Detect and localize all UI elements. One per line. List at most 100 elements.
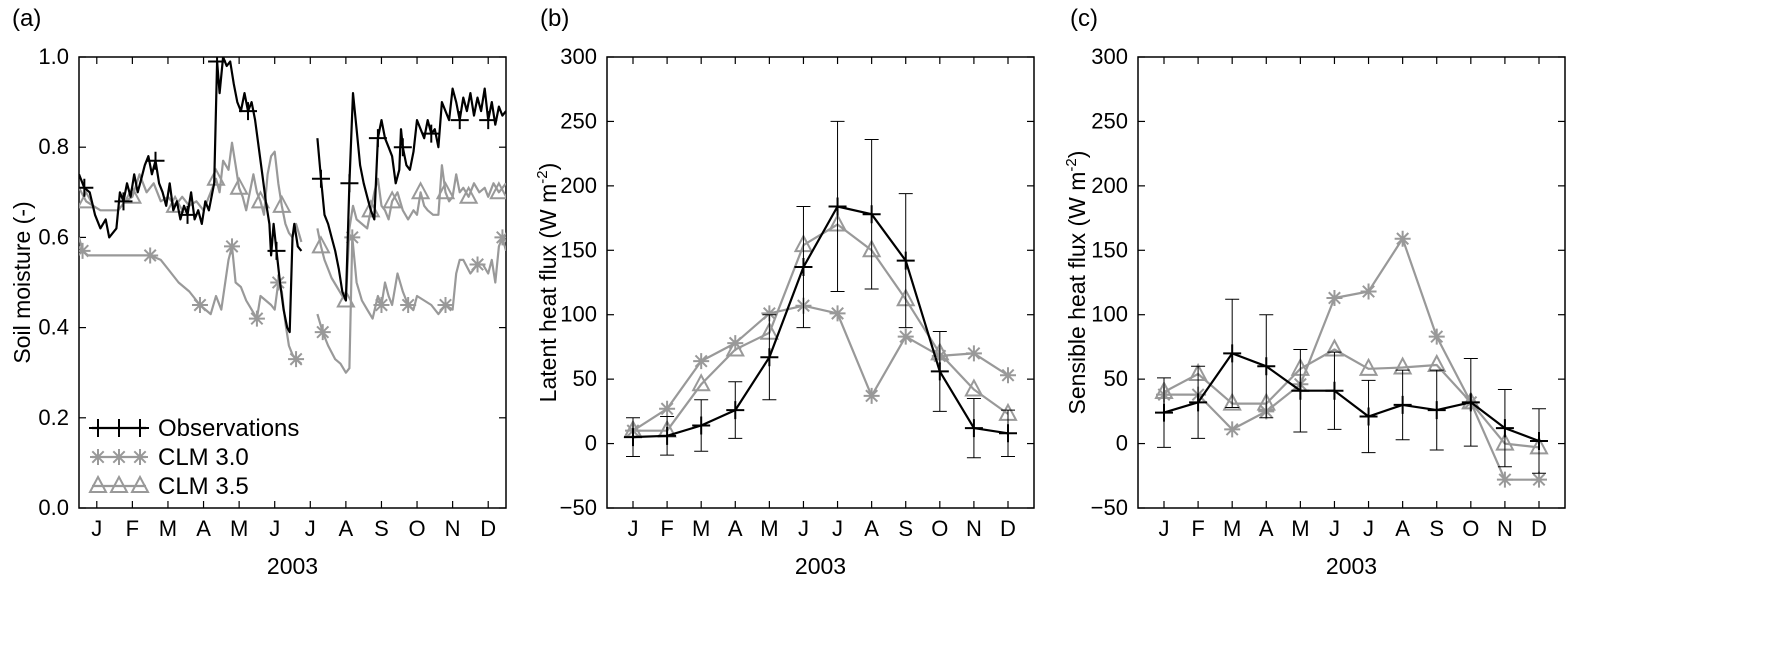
series-point-clm-3-5 <box>458 185 479 204</box>
series-line-clm-3-0 <box>1164 237 1539 481</box>
x-tick-label: N <box>445 516 461 541</box>
y-tick-label: 0.2 <box>38 405 69 430</box>
series-line-clm-3-5 <box>1163 348 1540 449</box>
y-axis-label-superscript: -2 <box>534 170 551 183</box>
series-point-observations <box>1359 407 1378 426</box>
series-point-clm-3-0 <box>1428 328 1445 345</box>
series-clm-3-5 <box>1154 338 1549 455</box>
series-clm-3-5 <box>79 141 506 308</box>
x-tick-label: A <box>728 516 743 541</box>
series-point-clm-3-0 <box>1531 471 1547 488</box>
x-tick-label: J <box>832 516 843 541</box>
series-point-clm-3-0 <box>1360 283 1377 300</box>
x-tick-label: A <box>1395 516 1410 541</box>
series-point-clm-3-0 <box>400 297 417 314</box>
x-tick-label: N <box>1497 516 1513 541</box>
series-point-clm-3-0 <box>469 256 486 273</box>
panel-label: (a) <box>12 5 41 32</box>
x-tick-label: M <box>1223 516 1241 541</box>
series-point-clm-3-0 <box>1224 421 1241 438</box>
x-tick-label: D <box>480 516 496 541</box>
x-tick-label: O <box>1462 516 1479 541</box>
legend-marker-clm-3-5 <box>109 474 129 493</box>
y-axis-label-text: Soil moisture (-) <box>9 201 35 363</box>
series-point-clm-3-5 <box>206 167 226 186</box>
series-point-clm-3-5 <box>410 181 431 200</box>
series-point-clm-3-5 <box>272 194 292 213</box>
series-point-observations <box>79 178 94 197</box>
panel-label: (c) <box>1070 5 1098 32</box>
x-tick-label: F <box>660 516 673 541</box>
x-tick-label: J <box>269 516 280 541</box>
series-point-clm-3-0 <box>693 353 710 370</box>
x-tick-label: F <box>126 516 139 541</box>
legend-marker-clm-3-0 <box>111 449 127 465</box>
legend-marker-clm-3-0 <box>90 449 106 465</box>
series-point-observations <box>760 348 779 367</box>
series-point-observations <box>422 124 441 143</box>
series-point-observations <box>368 129 387 148</box>
series-point-observations <box>930 362 949 381</box>
series-point-observations <box>964 419 983 438</box>
series-point-observations <box>1291 381 1310 400</box>
series-point-observations <box>208 57 227 71</box>
series-point-observations <box>1393 395 1412 414</box>
x-tick-label: J <box>1159 516 1170 541</box>
series-point-observations <box>692 416 711 435</box>
series-point-observations <box>450 111 469 130</box>
series-point-clm-3-5 <box>311 235 331 254</box>
series-point-observations <box>1530 431 1548 450</box>
x-tick-label: M <box>1291 516 1309 541</box>
series-point-clm-3-0 <box>373 297 390 314</box>
x-tick-label: J <box>628 516 639 541</box>
y-axis-label-close: ) <box>535 163 561 171</box>
series-point-clm-3-0 <box>314 324 331 341</box>
x-tick-label: A <box>864 516 879 541</box>
x-tick-label: F <box>1191 516 1204 541</box>
x-tick-label: M <box>230 516 248 541</box>
y-tick-label: 200 <box>560 173 597 198</box>
y-tick-label: 300 <box>1091 44 1128 69</box>
x-tick-label: M <box>159 516 177 541</box>
series-point-observations <box>146 151 165 170</box>
series-point-clm-3-0 <box>659 400 676 417</box>
series-point-observations <box>311 169 330 188</box>
y-axis-label-superscript: -2 <box>1063 158 1080 171</box>
legend-marker-observations <box>89 419 107 437</box>
series-point-clm-3-0 <box>863 387 880 404</box>
series-point-observations <box>479 111 498 130</box>
series-point-observations <box>114 192 133 211</box>
series-point-clm-3-0 <box>965 345 982 362</box>
series-point-observations <box>1427 401 1446 420</box>
x-axis-label: 2003 <box>1326 553 1377 579</box>
series-point-clm-3-0 <box>1496 471 1513 488</box>
y-tick-label: 300 <box>560 44 597 69</box>
x-tick-label: O <box>408 516 425 541</box>
x-tick-label: N <box>966 516 982 541</box>
x-tick-label: J <box>305 516 316 541</box>
series-observations <box>1155 298 1548 474</box>
y-tick-label: 100 <box>560 302 597 327</box>
series-point-clm-3-5 <box>1222 392 1242 411</box>
y-tick-label: 150 <box>1091 237 1128 262</box>
panel-label: (b) <box>540 5 569 32</box>
series-point-clm-3-0 <box>248 310 265 327</box>
series-point-clm-3-0 <box>79 242 91 259</box>
x-tick-label: J <box>1329 516 1340 541</box>
y-axis-label-text: Sensible heat flux (W m <box>1064 172 1090 415</box>
series-point-observations <box>1257 357 1276 376</box>
x-tick-label: O <box>931 516 948 541</box>
series-point-observations <box>999 424 1017 443</box>
series-point-clm-3-0 <box>288 351 305 368</box>
y-axis-label: Latent heat flux (W m-2) <box>534 163 561 403</box>
series-line-clm-3-0 <box>79 237 303 365</box>
series-point-clm-3-0 <box>1394 230 1411 247</box>
y-tick-label: 250 <box>1091 108 1128 133</box>
series-line-clm-3-0 <box>632 304 1009 432</box>
series-line-clm-3-5 <box>633 223 1009 432</box>
series-point-observations <box>1495 419 1514 438</box>
series-observations <box>79 57 506 334</box>
series-point-clm-3-5 <box>229 176 249 195</box>
